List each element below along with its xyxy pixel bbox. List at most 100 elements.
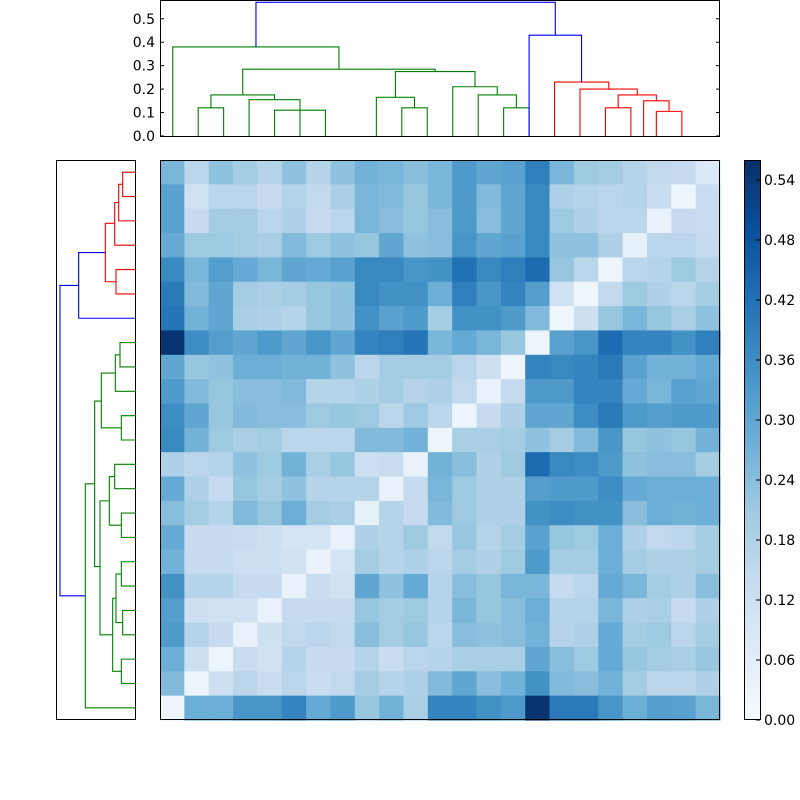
heatmap-cell [403, 695, 429, 721]
heatmap-cell [476, 622, 502, 648]
heatmap-cell [330, 598, 356, 624]
heatmap-cell [354, 476, 380, 502]
heatmap-cell [427, 257, 453, 283]
heatmap-cell [549, 281, 575, 307]
heatmap-cell [184, 184, 210, 210]
heatmap-cell [476, 257, 502, 283]
colorbar-bar [744, 160, 761, 720]
heatmap-cell [549, 500, 575, 526]
heatmap-cell [622, 525, 648, 551]
heatmap-cell [452, 160, 478, 185]
heatmap-cell [622, 500, 648, 526]
colorbar-tick-label: 0.06 [764, 653, 795, 669]
heatmap-cell [646, 354, 672, 380]
heatmap-cell [306, 671, 332, 697]
heatmap-cell [233, 160, 258, 185]
heatmap-cell [379, 646, 405, 672]
heatmap-cell [306, 379, 332, 405]
heatmap-cell [379, 160, 405, 185]
heatmap-cell [695, 427, 721, 453]
heatmap-cell [452, 500, 478, 526]
heatmap-cell [598, 695, 624, 721]
heatmap-cell [257, 184, 283, 210]
heatmap-cell [184, 598, 210, 624]
heatmap-cell [306, 184, 332, 210]
heatmap-cell [379, 354, 405, 380]
heatmap-cell [330, 427, 356, 453]
heatmap-cell [573, 500, 599, 526]
heatmap-cell [671, 379, 697, 405]
heatmap-cell [476, 573, 502, 599]
heatmap-cell [379, 403, 405, 429]
heatmap-cell [233, 573, 258, 599]
heatmap-cell [622, 452, 648, 478]
heatmap-cell [257, 403, 283, 429]
heatmap-cell [622, 622, 648, 648]
heatmap-cell [306, 160, 332, 185]
top-dendrogram-ytick-label: 0.5 [133, 12, 155, 28]
heatmap-cell [306, 549, 332, 575]
heatmap-cell [573, 622, 599, 648]
heatmap-cell [549, 671, 575, 697]
heatmap-cell [427, 403, 453, 429]
heatmap-cell [160, 646, 185, 672]
heatmap-cell [354, 427, 380, 453]
heatmap-cell [646, 476, 672, 502]
heatmap-cell [500, 427, 526, 453]
heatmap-cell [525, 160, 551, 185]
heatmap-cell [330, 671, 356, 697]
heatmap-cell [330, 184, 356, 210]
heatmap-cell [573, 403, 599, 429]
heatmap-cell [549, 160, 575, 185]
heatmap-cell [476, 281, 502, 307]
heatmap-cell [695, 525, 721, 551]
heatmap-cell [452, 208, 478, 234]
heatmap-cell [427, 476, 453, 502]
heatmap-cell [525, 281, 551, 307]
heatmap-cell [622, 573, 648, 599]
heatmap-cell [646, 549, 672, 575]
heatmap-cell [257, 452, 283, 478]
heatmap-cell [646, 695, 672, 721]
heatmap-cell [573, 257, 599, 283]
heatmap-cell [622, 427, 648, 453]
top-dendrogram: 0.0 0.1 0.2 0.3 0.4 0.5 [133, 0, 720, 145]
heatmap-cell [549, 695, 575, 721]
heatmap-cell [525, 452, 551, 478]
heatmap-cell [598, 208, 624, 234]
heatmap-cell [695, 671, 721, 697]
heatmap-cell [500, 671, 526, 697]
heatmap-cell [354, 330, 380, 356]
heatmap-cell [306, 427, 332, 453]
heatmap-cell [622, 379, 648, 405]
heatmap-cell [671, 233, 697, 258]
heatmap-cell [281, 184, 307, 210]
heatmap-cell [598, 330, 624, 356]
heatmap-cell [281, 598, 307, 624]
heatmap-cell [354, 695, 380, 721]
heatmap-cell [452, 379, 478, 405]
heatmap-cell [281, 281, 307, 307]
heatmap-cell [208, 379, 234, 405]
heatmap-cell [306, 330, 332, 356]
heatmap-cell [354, 379, 380, 405]
heatmap-cell [330, 573, 356, 599]
heatmap-cell [525, 525, 551, 551]
heatmap-cell [573, 306, 599, 332]
heatmap-cell [500, 281, 526, 307]
heatmap-cell [646, 403, 672, 429]
heatmap-cell [379, 306, 405, 332]
heatmap-cell [525, 427, 551, 453]
heatmap-cell [379, 184, 405, 210]
heatmap-cell [379, 573, 405, 599]
heatmap-cell [233, 184, 258, 210]
heatmap-cell [160, 330, 185, 356]
heatmap-cell [208, 646, 234, 672]
heatmap-cell [476, 306, 502, 332]
heatmap-cell [403, 646, 429, 672]
heatmap-cell [379, 233, 405, 258]
heatmap-cell [208, 306, 234, 332]
heatmap-cell [403, 233, 429, 258]
heatmap-cell [476, 403, 502, 429]
colorbar-tick-label: 0.42 [764, 293, 795, 309]
